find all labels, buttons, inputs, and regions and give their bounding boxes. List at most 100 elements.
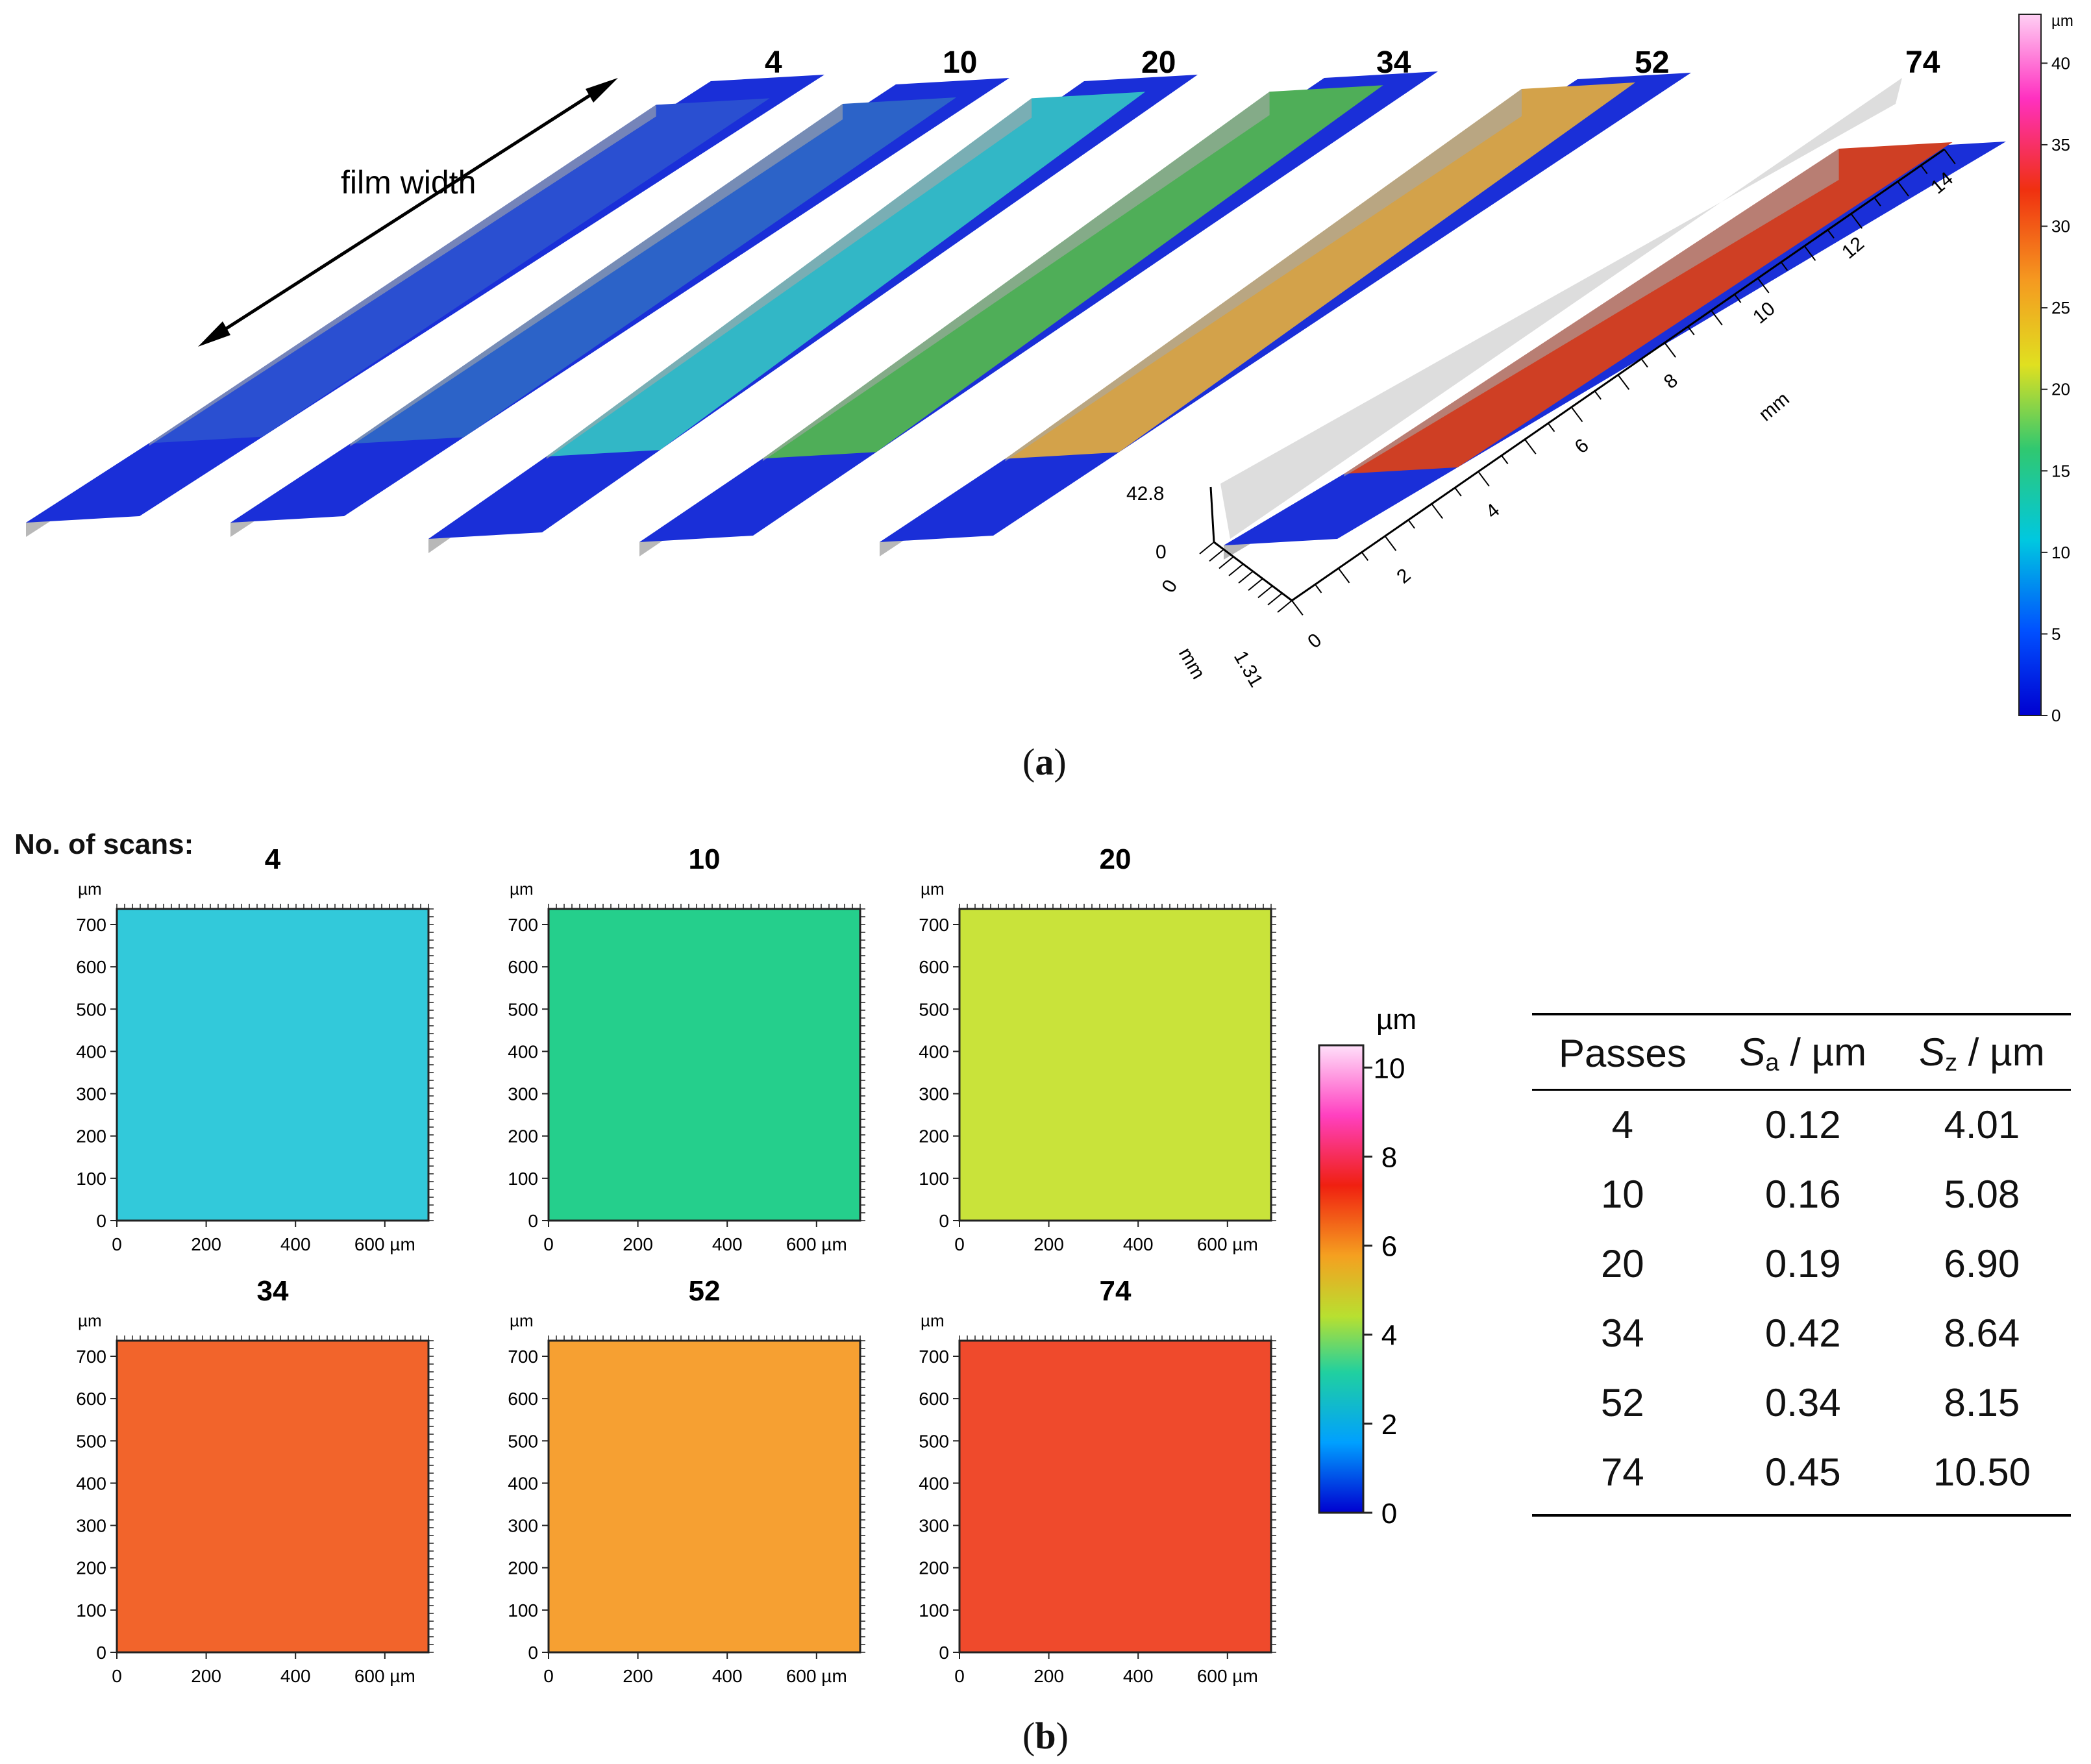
x-axis-ticks (1291, 149, 1956, 616)
map-y-tick-label: 0 (939, 1211, 949, 1231)
map-unit: µm (78, 879, 102, 899)
map-x-tick-label: 600 µm (354, 1666, 415, 1686)
strip-label: 20 (1141, 45, 1176, 80)
x-tick (1734, 293, 1742, 303)
y-zero-label: 0 (1157, 577, 1182, 597)
y-tick (1228, 563, 1244, 577)
coating-wall (149, 105, 656, 446)
map-area (958, 908, 1272, 1222)
map-y-tick-label: 400 (508, 1473, 538, 1493)
surface-plot-3d: film width 4 10 20 34 52 74 42.8 0 0 mm … (26, 12, 2073, 725)
map-y-tick-label: 700 (508, 915, 538, 935)
x-tick-label: 8 (1660, 369, 1682, 393)
x-tick (1617, 374, 1630, 390)
map-x-tick-label: 400 (280, 1234, 311, 1254)
map-x-tick-label: 0 (112, 1666, 122, 1686)
map-y-tick-label: 300 (508, 1084, 538, 1104)
map-y-tick-label: 200 (76, 1126, 106, 1147)
x-tick (1524, 439, 1537, 454)
map-y-tick-label: 100 (919, 1169, 949, 1189)
map-y-tick-label: 0 (939, 1643, 949, 1663)
table-row: 34 0.42 8.64 (1600, 1311, 2020, 1355)
cb-tick-label: 10 (2051, 543, 2070, 562)
cb-b-tick-label: 0 (1381, 1498, 1397, 1530)
film-strip (880, 73, 1691, 556)
colorbar-b (1318, 1044, 1365, 1514)
roughness-table: Passes Sa / µm Sz / µm 4 0.12 4.01 10 0.16 5… (1532, 1013, 2071, 1517)
x-tick (1384, 536, 1397, 551)
x-tick (1501, 455, 1509, 465)
strip-coating (350, 97, 956, 444)
map-y-tick-label: 600 (76, 1389, 106, 1409)
map-y-tick-label: 200 (508, 1558, 538, 1578)
map-y-tick-label: 300 (76, 1084, 106, 1104)
map-title: 34 (257, 1275, 289, 1307)
map-title: 10 (689, 843, 721, 875)
table-row: 20 0.19 6.90 (1600, 1242, 2020, 1286)
cb-b-tick-label: 8 (1381, 1141, 1397, 1173)
film-strip (26, 75, 824, 537)
map-y-tick-label: 200 (76, 1558, 106, 1578)
map-y-tick-label: 0 (96, 1643, 106, 1663)
strip-label: 74 (1905, 45, 1940, 80)
y-unit-label: mm (1174, 644, 1209, 683)
map-x-tick-label: 600 µm (354, 1234, 415, 1254)
map-y-tick-label: 500 (508, 999, 538, 1019)
map-x-tick-label: 400 (280, 1666, 311, 1686)
cb-b-tick-label: 6 (1381, 1231, 1397, 1263)
map-unit: µm (921, 1311, 945, 1330)
x-tick (1664, 342, 1676, 358)
table-header-row: Passes Sa / µm Sz / µm (1532, 1013, 2071, 1091)
table-row: 74 0.45 10.50 (1532, 1438, 2071, 1517)
cb-tick-label: 30 (2051, 217, 2070, 236)
x-tick (1640, 358, 1648, 368)
map-x-tick-label: 0 (543, 1234, 554, 1254)
map-area (547, 908, 861, 1222)
map-unit: µm (510, 1311, 534, 1330)
x-unit-label: mm (1755, 388, 1794, 425)
map-y-tick-label: 500 (919, 999, 949, 1019)
map-y-tick-label: 300 (76, 1516, 106, 1536)
map-y-tick-label: 500 (508, 1431, 538, 1451)
z-max-label: 42.8 (1126, 483, 1164, 504)
map-title: 74 (1100, 1275, 1132, 1307)
roughness-table-wrap: Passes Sa / µm Sz / µm 4 0.12 4.01 10 0.16 5… (1532, 1013, 2071, 1517)
map-x-tick-label: 0 (954, 1234, 965, 1254)
map-y-tick-label: 700 (919, 1347, 949, 1367)
cb-b-tick-label: 2 (1381, 1409, 1397, 1441)
coating-wall (1005, 89, 1522, 462)
film-strip (639, 71, 1438, 556)
z-zero-label: 0 (1156, 541, 1167, 563)
map-y-tick-label: 500 (76, 999, 106, 1019)
y-max-label: 1.31 (1230, 647, 1267, 691)
x-tick (1874, 197, 1881, 206)
col-sa: Sa / µm (1713, 1013, 1893, 1091)
map-area (958, 1339, 1272, 1654)
map-y-tick-label: 100 (76, 1169, 106, 1189)
cb-b-tick-label: 4 (1381, 1320, 1397, 1352)
x-tick (1431, 503, 1443, 519)
film-width-arrow (198, 78, 618, 347)
map-area (547, 1339, 861, 1654)
y-tick (1248, 578, 1263, 591)
col-sz: Sz / µm (1892, 1013, 2071, 1091)
strip-coating (1005, 82, 1635, 459)
y-tick (1257, 585, 1273, 599)
y-axis-ticks (1199, 541, 1293, 613)
map-y-tick-label: 700 (508, 1347, 538, 1367)
map-y-tick-label: 600 (919, 1389, 949, 1409)
map-y-tick-label: 0 (96, 1211, 106, 1231)
x-tick-label: 0 (1304, 629, 1326, 652)
map-y-tick-label: 0 (528, 1643, 538, 1663)
x-tick (1570, 406, 1583, 423)
map-x-tick-label: 600 µm (786, 1666, 847, 1686)
surface-map: 34 µm 700 600 500 400 300 200 100 00 200 400 600 µm (76, 1275, 434, 1686)
map-x-tick-label: 200 (623, 1666, 653, 1686)
x-tick (1687, 326, 1695, 336)
y-tick (1277, 600, 1293, 613)
table-row: 52 0.34 8.15 (1600, 1381, 2020, 1424)
map-x-tick-label: 200 (191, 1234, 221, 1254)
cb-tick-label: 40 (2051, 53, 2070, 73)
x-tick (1315, 584, 1322, 593)
